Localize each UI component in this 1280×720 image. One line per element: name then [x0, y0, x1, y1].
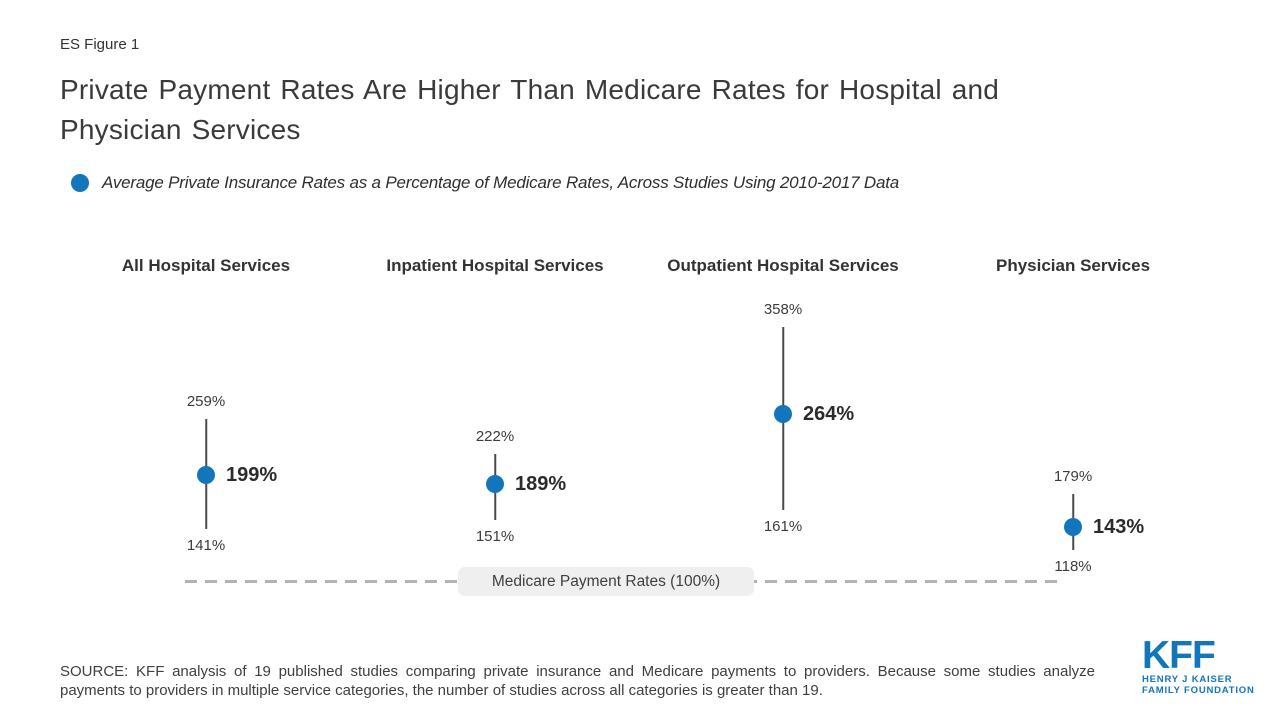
source-line-2: payments to providers in multiple servic…: [60, 682, 823, 699]
category-header: Inpatient Hospital Services: [386, 256, 604, 275]
legend-label: Average Private Insurance Rates as a Per…: [102, 173, 899, 192]
category-header: Physician Services: [995, 256, 1151, 275]
range-min-label: 161%: [763, 518, 803, 536]
data-point-dot: [1064, 518, 1082, 536]
range-max-label: 222%: [475, 427, 515, 445]
legend: Average Private Insurance Rates as a Per…: [71, 173, 899, 193]
source-line-1: SOURCE: KFF analysis of 19 published stu…: [60, 663, 1095, 680]
range-max-label: 259%: [186, 393, 226, 411]
page-title: Private Payment Rates Are Higher Than Me…: [60, 70, 999, 150]
range-min-label: 151%: [475, 527, 515, 545]
value-label: 199%: [226, 463, 278, 486]
range-min-label: 141%: [186, 536, 226, 554]
data-point-dot: [486, 475, 504, 494]
range-min-label: 118%: [1054, 558, 1092, 576]
value-label: 143%: [1093, 516, 1145, 538]
value-label: 264%: [803, 403, 855, 426]
kff-logo: KFF HENRY J KAISER FAMILY FOUNDATION: [1142, 634, 1255, 696]
category-header: Outpatient Hospital Services: [667, 256, 899, 275]
kff-logo-text: KFF: [1142, 634, 1216, 677]
range-max-label: 358%: [763, 301, 803, 319]
kff-logo-sub2: FAMILY FOUNDATION: [1142, 685, 1255, 696]
figure-label: ES Figure 1: [60, 36, 140, 53]
source-note: SOURCE: KFF analysis of 19 published stu…: [60, 662, 1095, 700]
legend-dot-icon: [71, 174, 89, 192]
category-header: All Hospital Services: [121, 256, 291, 275]
kff-logo-sub1: HENRY J KAISER: [1142, 674, 1233, 685]
data-point-dot: [774, 405, 792, 424]
value-label: 189%: [515, 473, 567, 496]
medicare-baseline-label: Medicare Payment Rates (100%): [458, 567, 754, 596]
title-line-2: Physician Services: [60, 114, 301, 145]
range-max-label: 179%: [1053, 467, 1093, 485]
data-point-dot: [197, 465, 215, 484]
title-line-1: Private Payment Rates Are Higher Than Me…: [60, 74, 1000, 105]
